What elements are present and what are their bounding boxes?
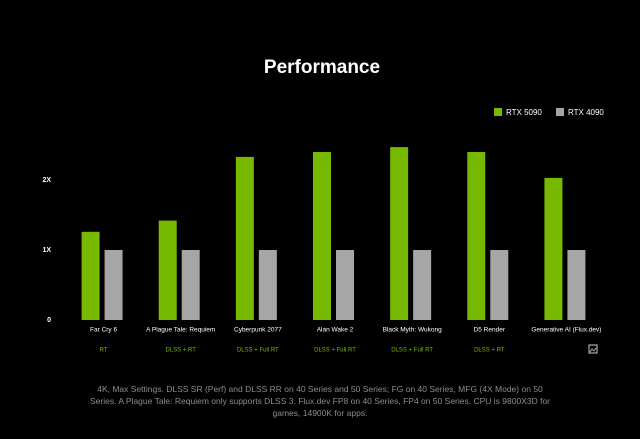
chart-title: Performance <box>264 57 380 78</box>
legend-label: RTX 4090 <box>568 108 604 117</box>
bar <box>413 250 432 320</box>
legend-swatch <box>556 108 564 116</box>
x-tick-label: Far Cry 6 <box>90 327 117 334</box>
bar <box>104 250 123 320</box>
bar <box>336 250 354 320</box>
bar <box>258 250 277 320</box>
legend-label: RTX 5090 <box>506 108 542 117</box>
bar <box>390 147 409 320</box>
y-tick-label: 2X <box>42 177 51 184</box>
bar <box>467 152 486 320</box>
x-tick-label: Black Myth: Wukong <box>383 327 443 334</box>
x-sub-label: RT <box>100 348 108 354</box>
footnote: 4K, Max Settings. DLSS SR (Perf) and DLS… <box>89 384 551 418</box>
bar <box>181 250 200 320</box>
x-sub-label: DLSS + Full RT <box>237 348 279 354</box>
x-tick-label: D5 Render <box>474 327 506 334</box>
bar <box>235 156 254 320</box>
x-tick-label: Generative AI (Flux.dev) <box>531 327 601 334</box>
x-sub-label: DLSS + Full RT <box>391 348 433 354</box>
bar <box>81 231 100 320</box>
y-tick-label: 1X <box>42 247 51 254</box>
x-sub-label: DLSS + Full RT <box>314 348 356 354</box>
x-tick-label: Cyberpunk 2077 <box>234 327 282 334</box>
x-tick-label: Alan Wake 2 <box>317 327 354 334</box>
x-tick-label: A Plague Tale: Requiem <box>146 327 215 334</box>
y-tick-label: 0 <box>47 317 51 324</box>
image-icon <box>588 344 598 354</box>
x-sub-label: DLSS + RT <box>474 348 505 354</box>
bar <box>567 250 586 320</box>
bar <box>544 177 563 320</box>
legend-swatch <box>494 108 502 116</box>
bar <box>313 152 331 320</box>
bar <box>158 220 177 320</box>
bar <box>490 250 509 320</box>
x-sub-label: DLSS + RT <box>166 348 197 354</box>
